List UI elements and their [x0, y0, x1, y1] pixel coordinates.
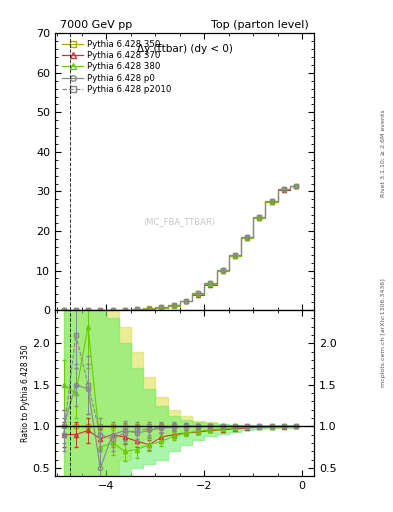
- Legend: Pythia 6.428 350, Pythia 6.428 370, Pythia 6.428 380, Pythia 6.428 p0, Pythia 6.: Pythia 6.428 350, Pythia 6.428 370, Pyth…: [59, 37, 174, 96]
- Text: 7000 GeV pp: 7000 GeV pp: [60, 20, 132, 30]
- Y-axis label: Ratio to Pythia 6.428 350: Ratio to Pythia 6.428 350: [20, 344, 29, 442]
- Text: Rivet 3.1.10; ≥ 2.6M events: Rivet 3.1.10; ≥ 2.6M events: [381, 110, 386, 198]
- Text: Top (parton level): Top (parton level): [211, 20, 309, 30]
- Text: mcplots.cern.ch [arXiv:1306.3436]: mcplots.cern.ch [arXiv:1306.3436]: [381, 279, 386, 387]
- Text: Δy (t̅tbar) (dy < 0): Δy (t̅tbar) (dy < 0): [137, 45, 233, 54]
- Text: (MC_FBA_TTBAR): (MC_FBA_TTBAR): [143, 217, 215, 226]
